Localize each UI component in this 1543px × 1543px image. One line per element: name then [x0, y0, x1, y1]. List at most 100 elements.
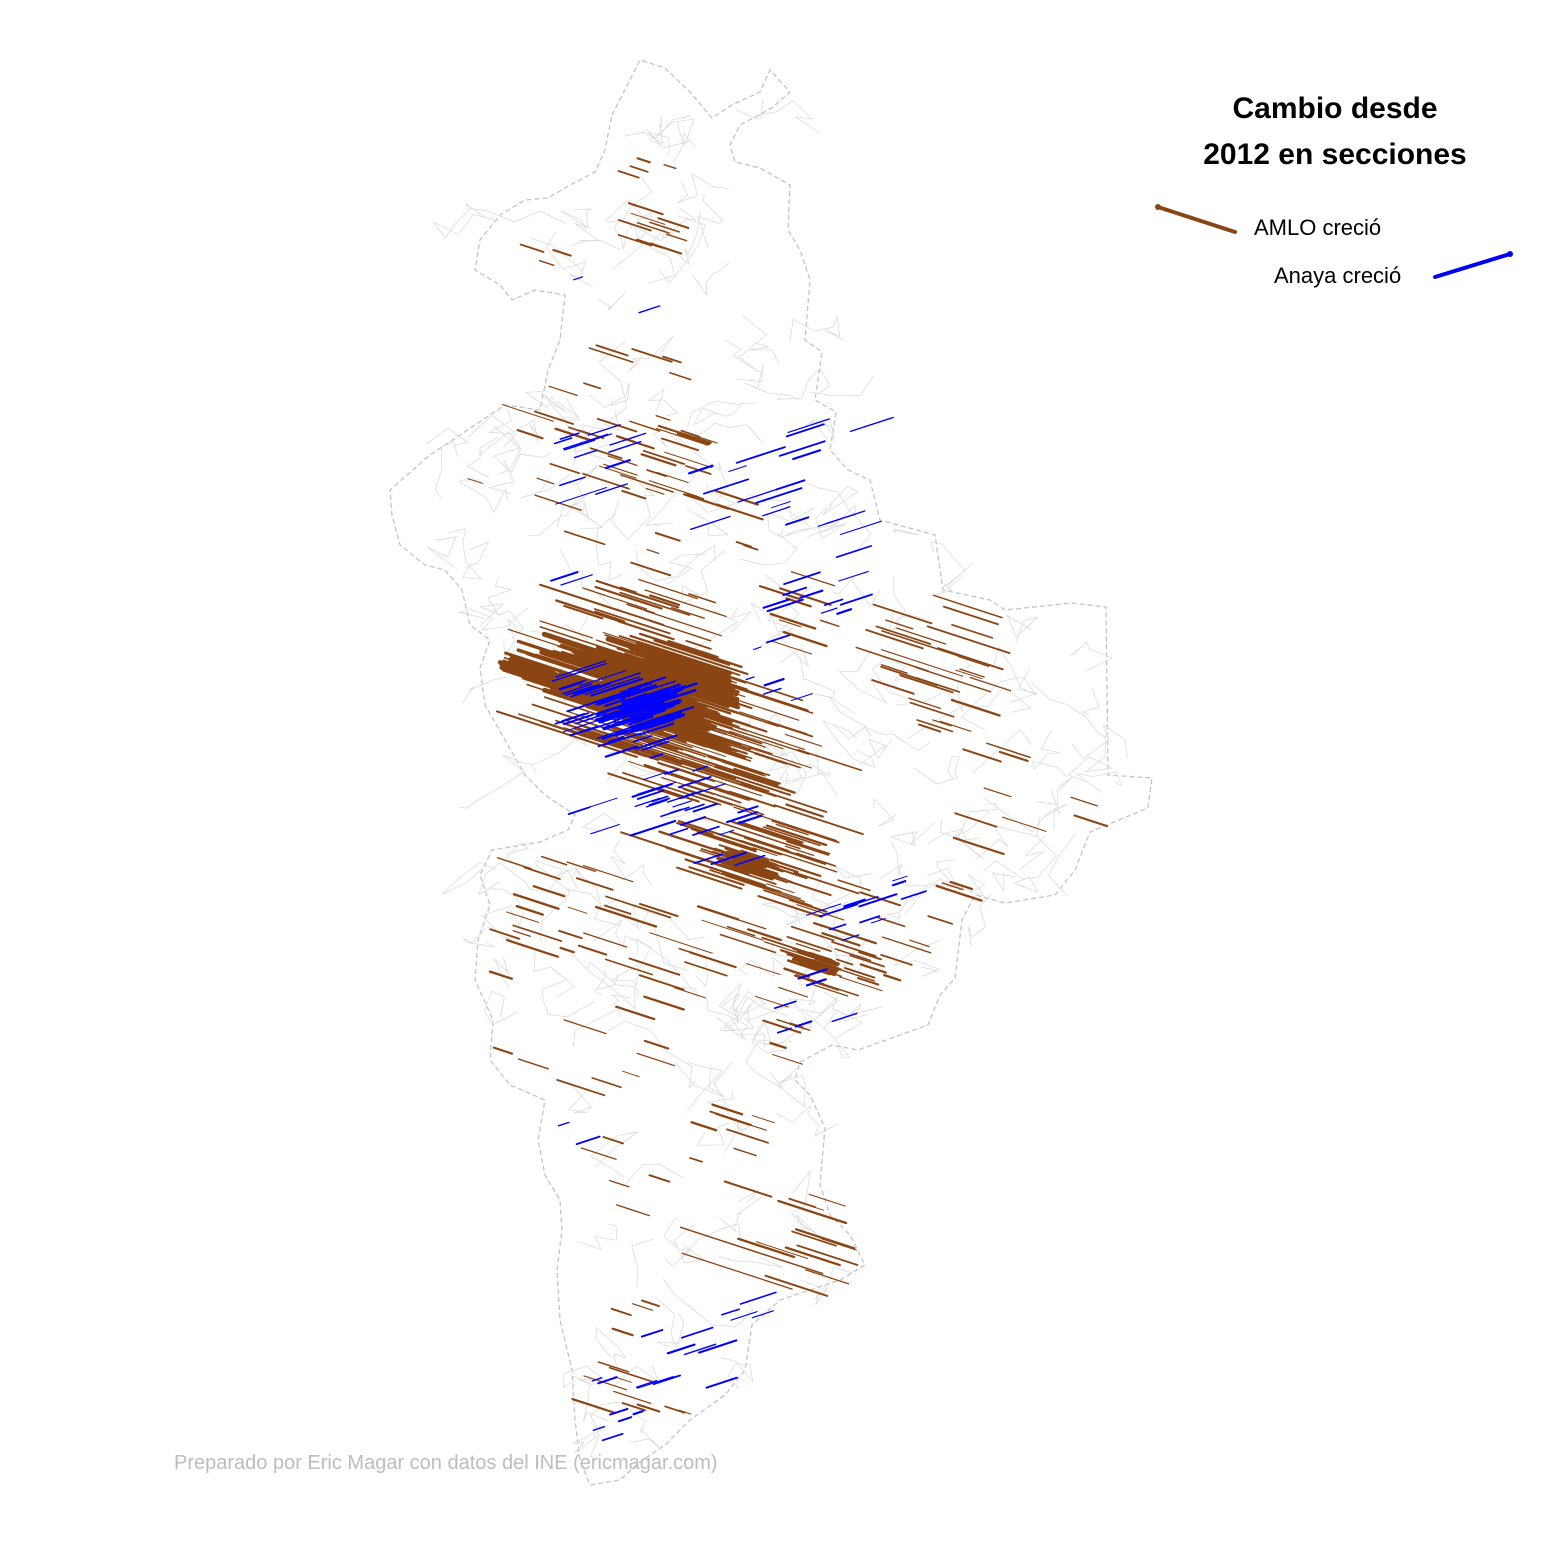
section-boundary	[683, 482, 736, 514]
amlo-arrow	[908, 697, 942, 710]
anaya-arrow	[737, 487, 783, 503]
section-boundary	[696, 1122, 730, 1146]
amlo-arrow	[646, 548, 660, 555]
amlo-arrow	[792, 956, 827, 970]
anaya-arrow	[782, 586, 808, 597]
section-boundary	[718, 1196, 763, 1233]
section-boundary	[799, 656, 836, 699]
section-boundary	[465, 203, 566, 224]
anaya-arrow	[823, 598, 844, 606]
amlo-arrow	[639, 902, 679, 918]
section-boundary	[653, 924, 690, 972]
anaya-arrow	[710, 851, 747, 866]
anaya-arrow	[609, 432, 647, 446]
amlo-arrow	[733, 1147, 757, 1157]
section-boundary	[461, 676, 508, 704]
amlo-arrow	[631, 1303, 654, 1311]
amlo-arrow	[696, 435, 718, 444]
amlo-arrow	[771, 819, 840, 844]
amlo-arrow	[673, 729, 738, 753]
anaya-arrow	[560, 574, 593, 586]
anaya-arrow	[639, 689, 669, 702]
amlo-arrow	[642, 733, 771, 777]
section-boundary	[645, 459, 696, 526]
amlo-arrow	[638, 578, 698, 600]
amlo-arrow	[532, 885, 566, 898]
amlo-arrow	[566, 861, 597, 873]
amlo-arrow	[689, 1157, 703, 1163]
section-boundary	[597, 292, 626, 311]
amlo-arrow	[617, 219, 652, 232]
anaya-arrow	[555, 486, 608, 505]
amlo-arrow	[732, 728, 810, 755]
legend-keys	[1155, 204, 1513, 279]
amlo-arrow	[604, 958, 654, 976]
section-boundary	[610, 994, 631, 1006]
anaya-arrow	[573, 449, 598, 459]
amlo-arrow	[671, 606, 705, 619]
amlo-arrow	[673, 732, 753, 760]
section-boundary	[588, 382, 630, 409]
amlo-arrow	[649, 663, 736, 694]
amlo-arrow	[834, 948, 872, 962]
section-boundary	[458, 479, 508, 514]
amlo-arrow	[795, 942, 821, 952]
amlo-arrow	[621, 489, 647, 500]
legend-amlo-swatch	[1156, 205, 1237, 234]
amlo-arrow	[608, 1366, 653, 1383]
anaya-arrow	[604, 698, 626, 707]
amlo-arrow	[690, 1121, 718, 1132]
anaya-arrow	[843, 895, 879, 909]
section-boundary	[606, 176, 653, 223]
section-boundary	[756, 740, 795, 772]
section-boundary	[574, 222, 601, 242]
amlo-arrow	[732, 858, 778, 875]
legend-title-line2: 2012 en secciones	[1203, 138, 1467, 171]
amlo-arrow	[880, 649, 963, 677]
anaya-arrow	[719, 829, 735, 836]
anaya-arrow	[839, 593, 873, 606]
amlo-arrow	[542, 687, 649, 726]
amlo-arrow	[613, 1390, 652, 1405]
amlo-arrow	[752, 1115, 776, 1124]
section-boundary	[673, 976, 698, 997]
amlo-arrow	[541, 631, 668, 676]
section-boundary	[806, 504, 857, 538]
amlo-arrow	[538, 260, 555, 266]
amlo-arrow	[630, 212, 666, 225]
section-boundary	[487, 459, 515, 495]
section-boundary	[583, 442, 624, 480]
section-boundary	[983, 834, 1057, 880]
amlo-arrow	[962, 748, 1002, 763]
section-boundary	[720, 1357, 754, 1390]
amlo-arrow	[657, 424, 712, 444]
anaya-arrow	[644, 734, 678, 747]
amlo-arrow	[769, 1041, 787, 1050]
amlo-arrow	[609, 1179, 630, 1188]
anaya-arrow	[590, 433, 613, 442]
section-boundary	[817, 991, 868, 1022]
amlo-arrow	[778, 619, 802, 628]
anaya-arrow	[766, 598, 804, 613]
amlo-arrow	[506, 911, 540, 923]
anaya-arrow	[684, 803, 705, 812]
amlo-arrow	[661, 437, 700, 452]
anaya-arrow	[752, 646, 762, 651]
section-boundary	[595, 1327, 627, 1368]
amlo-arrow	[613, 721, 693, 749]
section-boundary	[647, 387, 679, 417]
anaya-arrow	[669, 827, 689, 835]
section-boundary	[745, 1041, 783, 1089]
amlo-arrow	[583, 587, 648, 610]
amlo-arrow	[638, 632, 743, 669]
anaya-arrow	[627, 699, 661, 712]
amlo-arrow	[501, 403, 554, 422]
section-boundary	[765, 751, 807, 794]
amlo-arrow	[602, 1136, 624, 1145]
amlo-arrow	[709, 737, 801, 769]
amlo-arrow	[762, 1019, 802, 1034]
amlo-arrow	[649, 932, 713, 954]
section-boundary	[967, 893, 992, 947]
section-boundary	[488, 888, 525, 926]
anaya-arrow	[692, 802, 718, 813]
